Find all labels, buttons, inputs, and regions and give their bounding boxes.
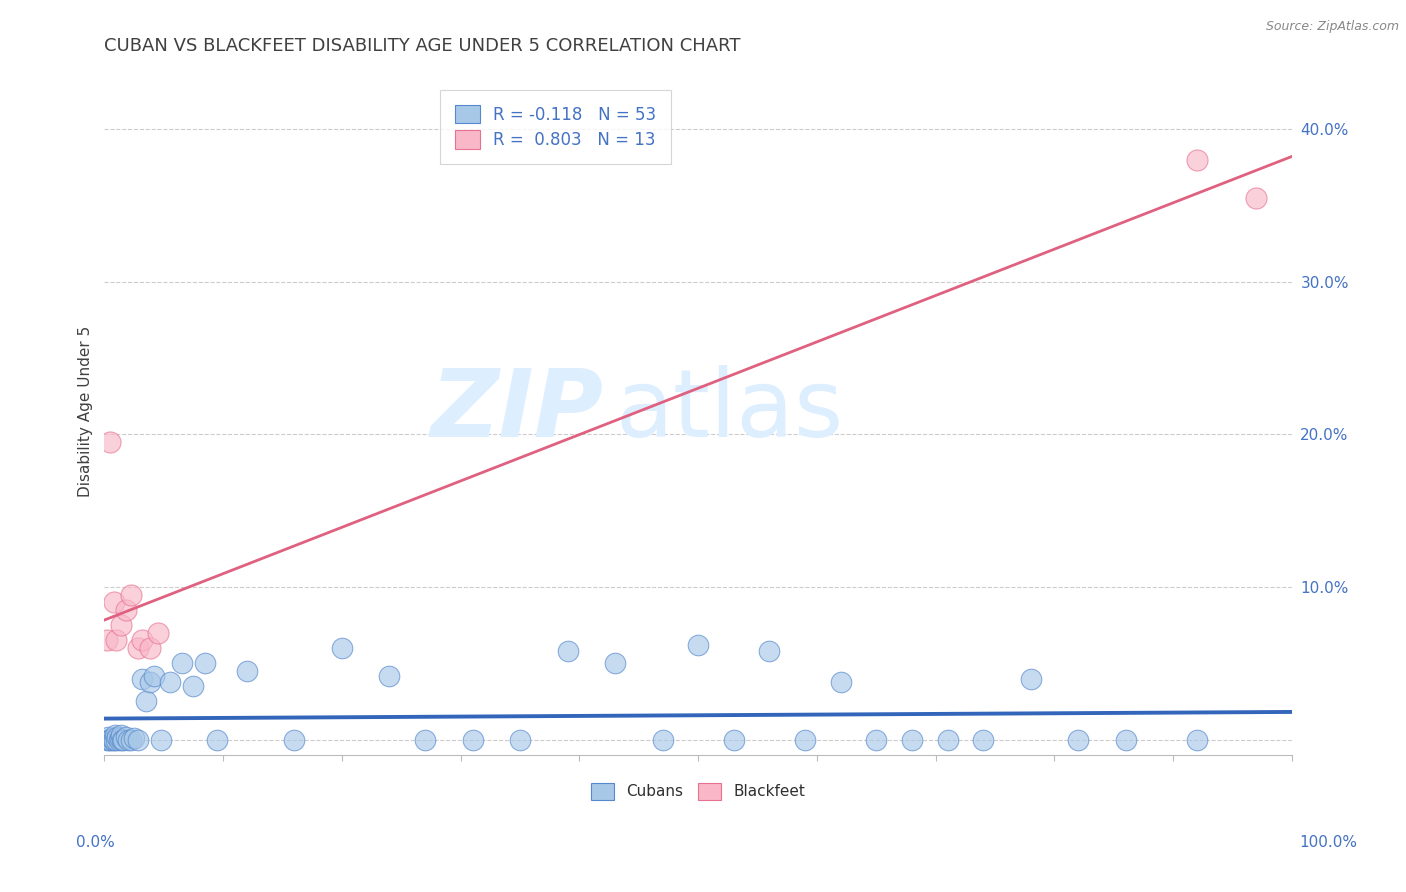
Point (98, 434, 121, 449)
Point (865, 732, 887, 747)
Point (723, 732, 745, 747)
Point (120, 588, 142, 602)
Text: ZIP: ZIP (430, 366, 603, 458)
Point (236, 664, 259, 678)
Point (205, 732, 228, 747)
Point (131, 633, 153, 648)
Point (1185, 732, 1208, 747)
Point (131, 672, 153, 686)
Point (138, 641, 160, 656)
Point (103, 732, 125, 747)
Point (972, 732, 994, 747)
Point (150, 732, 173, 747)
Point (135, 694, 157, 708)
Point (283, 732, 305, 747)
Point (557, 644, 579, 658)
Point (901, 732, 924, 747)
Point (107, 732, 129, 747)
Point (1115, 732, 1137, 747)
Point (114, 730, 136, 744)
Point (107, 730, 129, 744)
Point (127, 732, 149, 747)
Point (96, 732, 118, 747)
Point (1019, 672, 1042, 686)
Point (100, 731, 122, 745)
Point (105, 633, 128, 648)
Point (159, 674, 181, 689)
Point (330, 641, 353, 656)
Point (105, 732, 128, 747)
Text: 0.0%: 0.0% (76, 836, 115, 850)
Point (1246, 191, 1268, 205)
Legend: Cubans, Blackfeet: Cubans, Blackfeet (585, 777, 811, 805)
Point (688, 638, 710, 652)
Text: 100.0%: 100.0% (1299, 836, 1358, 850)
Point (104, 728, 127, 742)
Point (114, 603, 136, 617)
Point (413, 732, 436, 747)
Text: atlas: atlas (614, 366, 844, 458)
Text: CUBAN VS BLACKFEET DISABILITY AGE UNDER 5 CORRELATION CHART: CUBAN VS BLACKFEET DISABILITY AGE UNDER … (104, 37, 741, 55)
Point (936, 732, 959, 747)
Point (97, 730, 120, 744)
Point (143, 668, 166, 682)
Point (378, 668, 401, 682)
Point (117, 732, 139, 747)
Point (146, 625, 169, 640)
Point (101, 732, 124, 747)
Point (461, 732, 484, 747)
Point (1185, 153, 1208, 167)
Point (98, 732, 121, 747)
Point (103, 595, 125, 609)
Text: Source: ZipAtlas.com: Source: ZipAtlas.com (1265, 20, 1399, 33)
Point (194, 657, 217, 671)
Point (112, 732, 135, 747)
Point (830, 674, 852, 689)
Point (122, 731, 145, 745)
Point (96, 633, 118, 648)
Point (110, 618, 132, 632)
Point (603, 657, 626, 671)
Point (170, 657, 193, 671)
Point (1067, 732, 1090, 747)
Point (509, 732, 531, 747)
Point (120, 732, 142, 747)
Point (98, 732, 121, 747)
Point (794, 732, 817, 747)
Point (127, 641, 149, 656)
Point (183, 679, 205, 693)
Point (651, 732, 673, 747)
Point (108, 731, 131, 745)
Point (110, 728, 132, 742)
Point (758, 644, 780, 658)
Point (111, 732, 134, 747)
Y-axis label: Disability Age Under 5: Disability Age Under 5 (79, 326, 93, 497)
Point (138, 674, 160, 689)
